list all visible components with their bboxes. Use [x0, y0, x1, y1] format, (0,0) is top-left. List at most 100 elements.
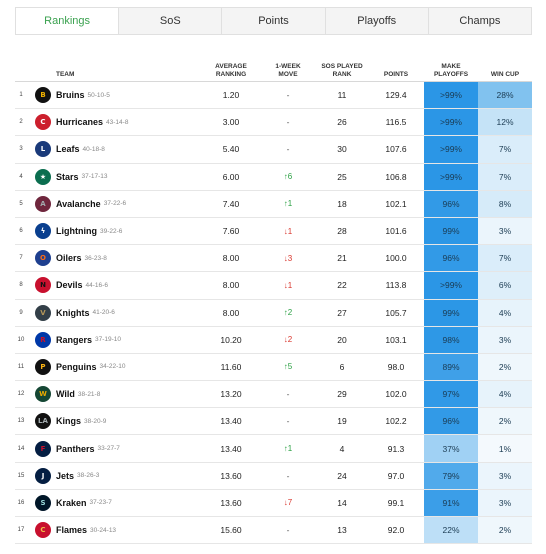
header-points[interactable]: POINTS: [383, 70, 409, 78]
team-name[interactable]: Panthers: [56, 443, 95, 454]
team-name[interactable]: Stars: [56, 171, 79, 182]
table-row[interactable]: 17 C Flames 30-24-13 15.60 - 13 92.0 22% 2%: [15, 517, 532, 545]
table-row[interactable]: 6 ϟ Lightning 39-22-6 7.60 ↓ 1 28 101.6 99% 3%: [15, 217, 532, 246]
team-name[interactable]: Kraken: [56, 497, 87, 508]
team-logo-icon: C: [35, 522, 51, 539]
team-cell[interactable]: Bruins 50-10-5: [56, 82, 206, 108]
win-cup-value: 1%: [478, 435, 532, 462]
sos-played-rank: 27: [337, 307, 347, 318]
arrow-down-icon: ↓: [283, 498, 288, 508]
week-move: -: [267, 408, 309, 434]
arrow-up-icon: ↑: [283, 444, 288, 454]
tab-champs[interactable]: Champs: [428, 8, 532, 34]
average-ranking: 10.20: [220, 334, 242, 345]
team-name[interactable]: Jets: [56, 470, 75, 481]
team-cell[interactable]: Rangers 37-19-10: [56, 327, 206, 353]
points-value: 102.0: [385, 389, 407, 400]
team-cell[interactable]: Stars 37-17-13: [56, 164, 206, 190]
team-cell[interactable]: Kings 38-20-9: [56, 408, 206, 434]
team-name[interactable]: Lightning: [56, 226, 97, 237]
header-make-playoffs[interactable]: MAKE PLAYOFFS: [433, 63, 469, 78]
team-name[interactable]: Rangers: [56, 334, 93, 345]
team-cell[interactable]: Lightning 39-22-6: [56, 218, 206, 244]
header-sos-rank[interactable]: SOS PLAYED RANK: [321, 63, 363, 78]
team-cell[interactable]: Panthers 33-27-7: [56, 435, 206, 461]
header-team[interactable]: TEAM: [56, 70, 75, 78]
team-logo-icon: LA: [35, 413, 51, 430]
team-logo-cell: L: [32, 136, 54, 162]
team-logo-icon: J: [35, 467, 51, 484]
team-name[interactable]: Leafs: [56, 144, 80, 155]
rankings-table: TEAM AVERAGE RANKING 1-WEEK MOVE SOS PLA…: [15, 50, 532, 545]
header-average-ranking[interactable]: AVERAGE RANKING: [215, 63, 247, 78]
table-row[interactable]: 16 S Kraken 37-23-7 13.60 ↓ 7 14 99.1 91% 3%: [15, 489, 532, 517]
points-value: 99.1: [387, 497, 405, 508]
make-playoffs-value: 22%: [424, 517, 478, 544]
team-name[interactable]: Avalanche: [56, 198, 101, 209]
header-week-move[interactable]: 1-WEEK MOVE: [275, 63, 301, 78]
week-move: ↑ 1: [267, 191, 309, 217]
average-ranking: 5.40: [222, 144, 240, 155]
tab-rankings[interactable]: Rankings: [16, 8, 120, 34]
team-logo-cell: LA: [32, 408, 54, 434]
tab-sos[interactable]: SoS: [119, 8, 223, 34]
team-cell[interactable]: Oilers 36-23-8: [56, 245, 206, 271]
average-ranking: 8.00: [222, 280, 240, 291]
make-playoffs-value: 99%: [424, 299, 478, 326]
arrow-down-icon: ↓: [283, 226, 288, 236]
header-win-cup[interactable]: WIN CUP: [490, 70, 520, 78]
team-name[interactable]: Oilers: [56, 253, 82, 264]
team-cell[interactable]: Leafs 40-18-8: [56, 136, 206, 162]
table-row[interactable]: 2 C Hurricanes 43-14-8 3.00 - 26 116.5 >99% 12%: [15, 109, 532, 137]
team-cell[interactable]: Wild 38-21-8: [56, 381, 206, 407]
team-cell[interactable]: Avalanche 37-22-6: [56, 191, 206, 217]
week-move-value: 5: [287, 362, 293, 372]
points-value: 113.8: [385, 280, 407, 291]
average-ranking: 6.00: [222, 171, 240, 182]
team-name[interactable]: Wild: [56, 389, 75, 400]
team-name[interactable]: Kings: [56, 416, 82, 427]
table-row[interactable]: 11 P Penguins 34-22-10 11.60 ↑ 5 6 98.0 89% 2%: [15, 353, 532, 382]
table-row[interactable]: 5 A Avalanche 37-22-6 7.40 ↑ 1 18 102.1 96% 8%: [15, 190, 532, 218]
team-name[interactable]: Hurricanes: [56, 117, 104, 128]
team-name[interactable]: Penguins: [56, 361, 97, 372]
tab-playoffs[interactable]: Playoffs: [325, 8, 429, 34]
table-row[interactable]: 1 B Bruins 50-10-5 1.20 - 11 129.4 >99% 28%: [15, 82, 532, 110]
table-row[interactable]: 12 W Wild 38-21-8 13.20 - 29 102.0 97% 4%: [15, 381, 532, 409]
team-name[interactable]: Devils: [56, 280, 83, 291]
team-cell[interactable]: Flames 30-24-13: [56, 517, 206, 543]
team-cell[interactable]: Knights 41-20-6: [56, 300, 206, 326]
table-row[interactable]: 9 V Knights 41-20-6 8.00 ↑ 2 27 105.7 99% 4%: [15, 299, 532, 327]
points-value: 102.2: [385, 416, 407, 427]
table-row[interactable]: 7 O Oilers 36-23-8 8.00 ↓ 3 21 100.0 96% 7%: [15, 245, 532, 273]
team-logo-icon: F: [35, 440, 51, 457]
table-row[interactable]: 4 ★ Stars 37-17-13 6.00 ↑ 6 25 106.8 >99% 7%: [15, 163, 532, 191]
team-name[interactable]: Bruins: [56, 90, 85, 101]
team-name[interactable]: Flames: [56, 525, 88, 536]
team-cell[interactable]: Devils 44-16-6: [56, 272, 206, 298]
table-row[interactable]: 10 R Rangers 37-19-10 10.20 ↓ 2 20 103.1 98% 3%: [15, 326, 532, 354]
table-row[interactable]: 14 F Panthers 33-27-7 13.40 ↑ 1 4 91.3 37% 1%: [15, 435, 532, 463]
sos-played-rank: 4: [339, 443, 345, 454]
tab-points[interactable]: Points: [222, 8, 326, 34]
team-logo-icon: O: [35, 250, 51, 267]
team-cell[interactable]: Jets 38-26-3: [56, 463, 206, 489]
average-ranking: 15.60: [220, 525, 242, 536]
sos-played-rank: 19: [337, 416, 347, 427]
points-value: 91.3: [387, 443, 405, 454]
make-playoffs-value: 96%: [424, 245, 478, 272]
rank-number: 11: [17, 363, 25, 370]
team-cell[interactable]: Penguins 34-22-10: [56, 354, 206, 380]
table-row[interactable]: 13 LA Kings 38-20-9 13.40 - 19 102.2 96% 2%: [15, 408, 532, 436]
table-row[interactable]: 3 L Leafs 40-18-8 5.40 - 30 107.6 >99% 7%: [15, 136, 532, 164]
table-row[interactable]: 15 J Jets 38-26-3 13.60 - 24 97.0 79% 3%: [15, 462, 532, 490]
win-cup-value: 28%: [478, 82, 532, 109]
points-value: 103.1: [385, 334, 407, 345]
average-ranking: 13.60: [220, 497, 242, 508]
table-row[interactable]: 8 N Devils 44-16-6 8.00 ↓ 1 22 113.8 >99% 6%: [15, 272, 532, 300]
team-cell[interactable]: Hurricanes 43-14-8: [56, 109, 206, 135]
sos-played-rank: 25: [337, 171, 347, 182]
team-record: 37-22-6: [103, 200, 127, 208]
team-cell[interactable]: Kraken 37-23-7: [56, 490, 206, 516]
team-name[interactable]: Knights: [56, 307, 90, 318]
